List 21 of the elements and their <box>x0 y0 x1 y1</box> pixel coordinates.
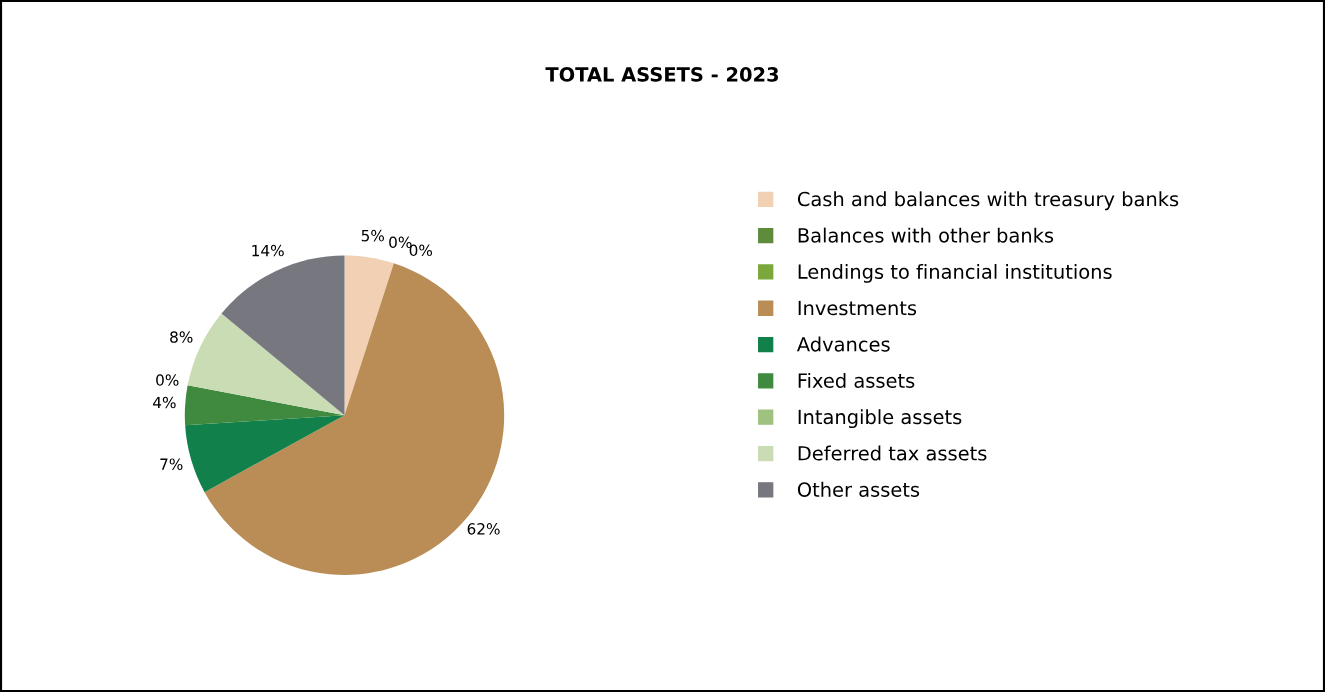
data-label: 7% <box>160 458 183 470</box>
data-label: 8% <box>170 331 193 343</box>
legend-label: Fixed assets <box>798 372 915 388</box>
pie-slice <box>221 255 345 416</box>
data-label: 62% <box>467 523 500 535</box>
data-label: 5% <box>361 229 384 242</box>
legend-label: Advances <box>796 336 890 352</box>
data-label: 4% <box>153 396 176 409</box>
pie-slice <box>185 415 345 493</box>
legend-label: Lendings to financial institutions <box>798 263 1112 283</box>
data-label: 14% <box>252 244 284 257</box>
legend-label: Cash and balances with treasury banks <box>797 191 1179 211</box>
legend-label: Intangible assets <box>798 409 962 429</box>
chart-title: TOTAL ASSETS - 2023 <box>545 67 779 82</box>
legend-label: Balances with other banks <box>798 227 1054 243</box>
legend-label: Deferred tax assets <box>798 445 987 461</box>
text: 0% <box>156 374 179 386</box>
legend-label: Investments <box>798 300 917 316</box>
pie-slice <box>344 255 394 416</box>
pie-slice <box>204 263 505 575</box>
legend-label: Other assets <box>797 481 920 497</box>
